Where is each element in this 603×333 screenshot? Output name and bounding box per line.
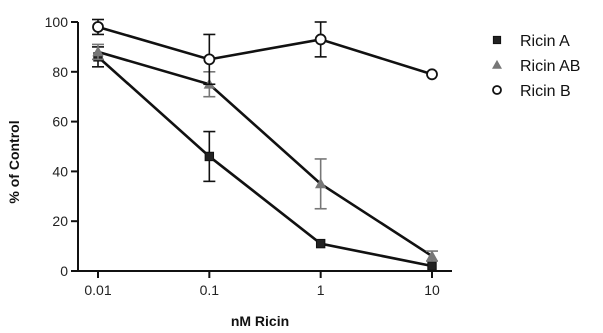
series-ricin-b <box>92 18 438 86</box>
legend-label: Ricin AB <box>520 58 580 75</box>
x-tick-label: 0.01 <box>84 282 111 298</box>
series-ricin-a <box>92 46 437 271</box>
y-tick-label: 20 <box>52 213 68 229</box>
x-tick-label: 0.1 <box>200 282 220 298</box>
data-point <box>426 250 438 261</box>
legend-item: Ricin AB <box>492 58 580 75</box>
legend: Ricin A Ricin AB Ricin B <box>492 33 580 100</box>
y-tick-label: 80 <box>52 64 68 80</box>
y-tick-label: 60 <box>52 114 68 130</box>
y-axis-label: % of Control <box>6 120 22 203</box>
x-tick-label: 1 <box>317 282 325 298</box>
data-point <box>314 177 327 189</box>
y-tick-label: 0 <box>60 263 68 279</box>
y-axis: 0 20 40 60 80 100 <box>45 14 79 279</box>
data-point <box>204 151 215 162</box>
data-point <box>92 21 104 33</box>
legend-label: Ricin A <box>520 33 570 50</box>
legend-marker <box>492 85 502 95</box>
legend-marker <box>492 59 502 69</box>
x-axis-label: nM Ricin <box>231 313 289 329</box>
data-point <box>315 238 326 249</box>
legend-label: Ricin B <box>520 83 571 100</box>
series-line <box>97 55 433 268</box>
data-point <box>427 261 437 271</box>
y-tick-label: 40 <box>52 163 68 179</box>
data-point <box>92 46 104 57</box>
legend-marker <box>492 35 502 45</box>
legend-item: Ricin A <box>492 33 570 50</box>
x-axis: 0.01 0.1 1 10 <box>78 270 452 298</box>
series-ricin-ab <box>92 43 438 262</box>
series-line <box>97 50 433 258</box>
legend-item: Ricin B <box>492 83 571 100</box>
y-tick-label: 100 <box>45 14 69 30</box>
series-line <box>97 25 433 76</box>
data-point <box>203 53 216 66</box>
data-point <box>426 68 438 81</box>
plot-area <box>92 18 438 271</box>
data-point <box>314 33 327 46</box>
x-tick-label: 10 <box>424 282 440 298</box>
